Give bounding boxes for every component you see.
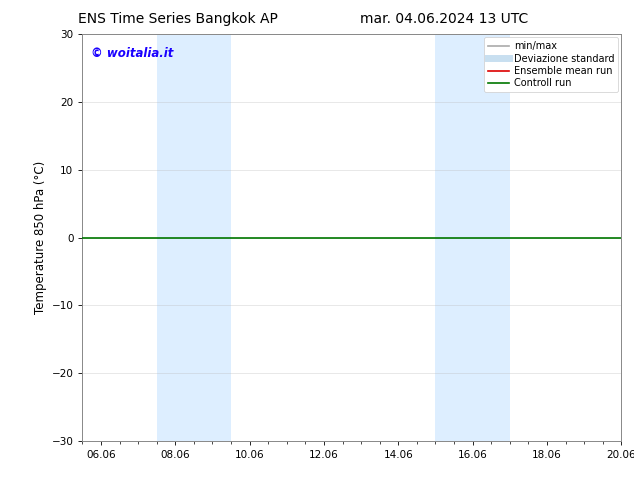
Text: mar. 04.06.2024 13 UTC: mar. 04.06.2024 13 UTC — [359, 12, 528, 26]
Legend: min/max, Deviazione standard, Ensemble mean run, Controll run: min/max, Deviazione standard, Ensemble m… — [484, 37, 618, 92]
Text: © woitalia.it: © woitalia.it — [91, 47, 173, 59]
Text: ENS Time Series Bangkok AP: ENS Time Series Bangkok AP — [77, 12, 278, 26]
Bar — [157, 34, 231, 441]
Y-axis label: Temperature 850 hPa (°C): Temperature 850 hPa (°C) — [34, 161, 48, 314]
Bar — [436, 34, 510, 441]
